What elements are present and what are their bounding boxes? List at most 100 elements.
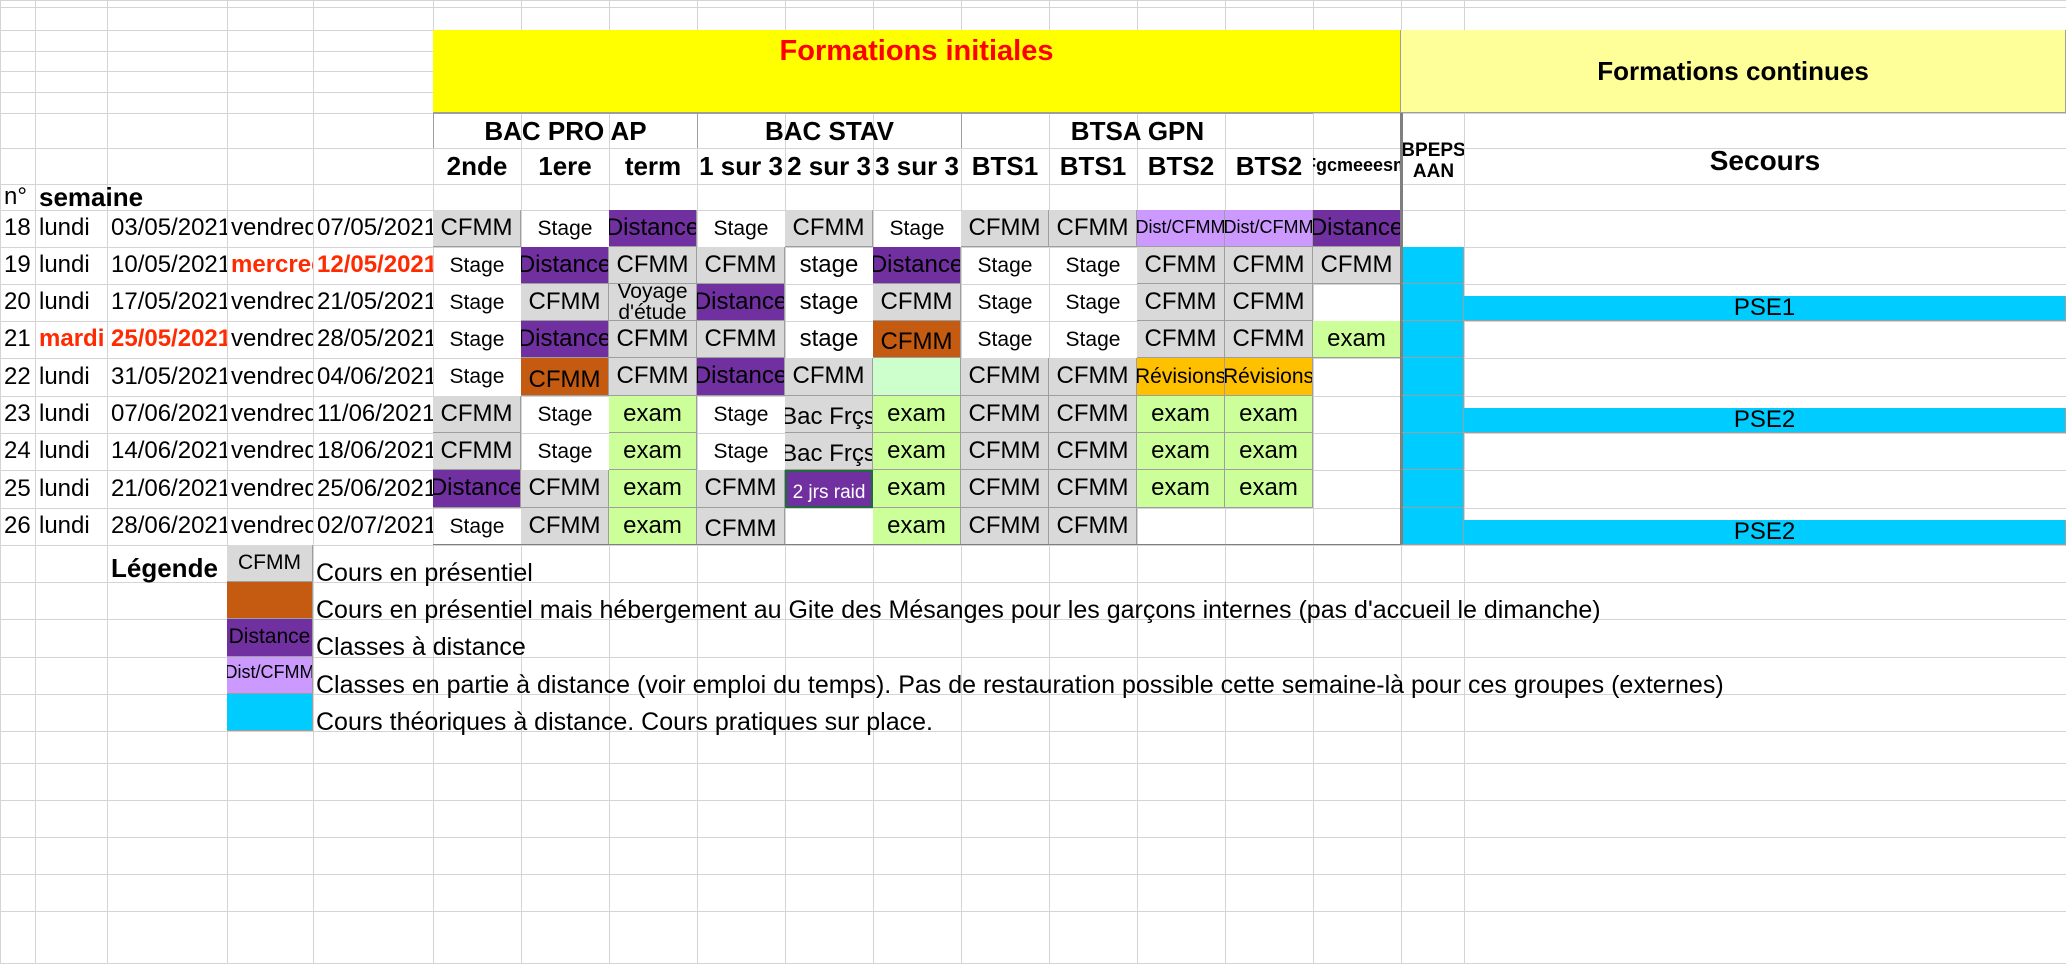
schedule-cell[interactable]: Stage [977,253,1033,277]
schedule-cell[interactable]: CFMM [433,433,521,470]
schedule-cell[interactable]: Stage [889,216,945,240]
schedule-cell[interactable]: stage [799,288,859,316]
schedule-cell[interactable] [785,508,873,545]
schedule-cell[interactable]: CFMM [521,470,609,508]
secours-cell[interactable]: PSE2 [1464,520,2066,545]
schedule-cell[interactable]: Distance [521,247,609,284]
schedule-cell[interactable]: Distance [609,210,697,247]
schedule-cell[interactable] [1313,433,1401,470]
schedule-cell[interactable]: CFMM [697,247,785,284]
schedule-cell[interactable]: exam [873,433,961,470]
schedule-cell[interactable]: CFMM [433,396,521,433]
schedule-cell[interactable]: CFMM [873,321,961,358]
schedule-cell[interactable]: Stage [713,216,769,240]
schedule-cell[interactable]: Stage [537,439,593,463]
schedule-cell[interactable]: CFMM [961,470,1049,508]
schedule-cell[interactable]: Stage [449,365,505,389]
schedule-cell[interactable]: CFMM [873,284,961,321]
schedule-cell[interactable]: CFMM [785,210,873,247]
schedule-cell[interactable]: Stage [1065,253,1121,277]
schedule-cell[interactable]: Distance [433,470,521,508]
schedule-cell[interactable]: CFMM [1137,284,1225,321]
schedule-cell[interactable]: exam [609,433,697,470]
schedule-cell[interactable]: exam [609,470,697,508]
schedule-cell[interactable]: Stage [977,327,1033,351]
bpeps-cell[interactable] [1401,321,1464,358]
bpeps-cell[interactable] [1401,210,1464,247]
schedule-cell[interactable]: CFMM [961,210,1049,247]
schedule-cell[interactable]: Stage [537,216,593,240]
schedule-cell[interactable] [1313,396,1401,433]
schedule-cell[interactable]: exam [873,508,961,545]
schedule-cell[interactable]: CFMM [1049,396,1137,433]
schedule-cell[interactable]: exam [1313,321,1401,358]
schedule-cell[interactable]: CFMM [1049,508,1137,545]
schedule-cell[interactable] [1137,508,1225,545]
bpeps-cell[interactable] [1401,358,1464,396]
schedule-cell[interactable]: Dist/CFMM [1137,210,1225,247]
schedule-cell[interactable]: CFMM [961,433,1049,470]
schedule-cell[interactable]: CFMM [609,247,697,284]
schedule-cell[interactable] [1225,508,1313,545]
schedule-cell[interactable]: CFMM [961,358,1049,396]
schedule-cell[interactable] [1313,284,1401,321]
schedule-cell[interactable]: CFMM [785,358,873,396]
schedule-cell[interactable]: CFMM [1225,321,1313,358]
secours-cell[interactable]: PSE2 [1464,408,2066,433]
schedule-cell[interactable]: stage [799,325,859,353]
schedule-cell[interactable]: CFMM [433,210,521,247]
schedule-cell[interactable]: exam [1137,396,1225,433]
schedule-cell[interactable]: stage [799,251,859,279]
schedule-cell[interactable]: exam [609,396,697,433]
schedule-cell[interactable]: CFMM [697,508,785,545]
schedule-cell[interactable]: CFMM [521,284,609,321]
schedule-cell[interactable]: Distance [521,321,609,358]
schedule-cell[interactable] [1313,508,1401,545]
schedule-cell[interactable] [1313,358,1401,396]
schedule-cell[interactable]: exam [873,470,961,508]
schedule-cell[interactable]: exam [1225,396,1313,433]
schedule-cell[interactable]: CFMM [1049,210,1137,247]
schedule-cell[interactable]: Révisions [1137,358,1225,396]
schedule-cell[interactable]: CFMM [1049,358,1137,396]
schedule-cell[interactable]: CFMM [1137,247,1225,284]
schedule-cell[interactable]: CFMM [961,396,1049,433]
schedule-cell[interactable]: Stage [1065,327,1121,351]
schedule-cell[interactable]: Bac Frçs [785,433,873,470]
schedule-cell[interactable]: exam [1225,433,1313,470]
schedule-cell[interactable]: Stage [977,290,1033,314]
schedule-cell[interactable]: Stage [449,327,505,351]
schedule-cell[interactable] [873,358,961,396]
schedule-cell[interactable]: CFMM [697,321,785,358]
schedule-cell[interactable]: Révisions [1225,358,1313,396]
bpeps-cell[interactable] [1401,247,1464,284]
schedule-cell[interactable]: exam [1225,470,1313,508]
schedule-cell[interactable]: CFMM [1225,247,1313,284]
bpeps-cell[interactable] [1401,470,1464,508]
schedule-cell[interactable] [1313,470,1401,508]
schedule-cell[interactable]: exam [1137,470,1225,508]
schedule-cell[interactable]: CFMM [609,358,697,396]
schedule-cell[interactable]: exam [609,508,697,545]
schedule-cell[interactable]: CFMM [1313,247,1401,284]
schedule-cell[interactable]: Distance [873,247,961,284]
schedule-cell[interactable]: CFMM [521,508,609,545]
schedule-cell[interactable]: exam [1137,433,1225,470]
schedule-cell[interactable]: Stage [449,290,505,314]
schedule-cell[interactable]: Stage [449,514,505,538]
schedule-cell[interactable]: CFMM [521,358,609,396]
schedule-cell[interactable]: CFMM [1049,433,1137,470]
schedule-cell[interactable]: Distance [1313,210,1401,247]
schedule-cell[interactable]: 2 jrs raid [785,470,873,508]
schedule-cell[interactable]: CFMM [697,470,785,508]
schedule-cell[interactable]: Voyage d'étude [609,284,697,321]
schedule-cell[interactable]: Distance [697,284,785,321]
schedule-cell[interactable]: Bac Frçs [785,396,873,433]
schedule-cell[interactable]: Stage [1065,290,1121,314]
schedule-cell[interactable]: Distance [697,358,785,396]
schedule-cell[interactable]: Stage [713,439,769,463]
schedule-cell[interactable]: CFMM [1049,470,1137,508]
bpeps-cell[interactable] [1401,433,1464,470]
schedule-cell[interactable]: Dist/CFMM [1225,210,1313,247]
